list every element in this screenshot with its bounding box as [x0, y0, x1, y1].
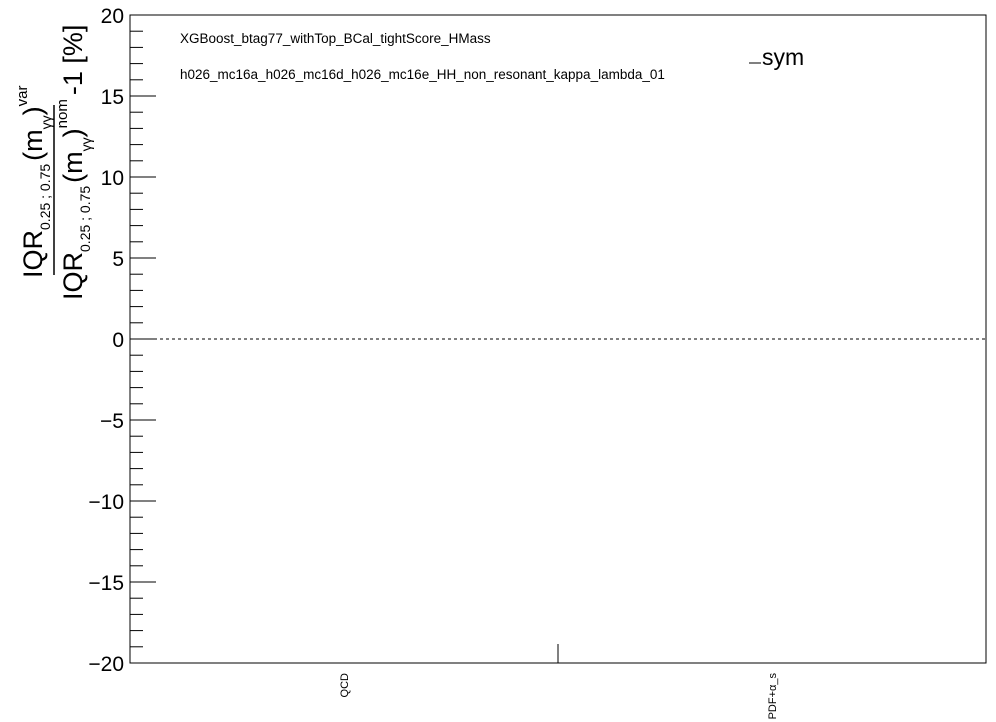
y-title-numerator: IQR0.25 ; 0.75(mγγ)var [14, 85, 54, 278]
y-tick-label: 0 [112, 329, 124, 352]
y-tick-label: 20 [101, 5, 124, 28]
x-category-label: QCD [339, 673, 351, 698]
annotation-line-1: XGBoost_btag77_withTop_BCal_tightScore_H… [180, 31, 491, 46]
x-axis: QCD PDF+α_s [339, 644, 779, 719]
y-tick-label: 5 [112, 248, 124, 271]
y-tick-label: 10 [101, 167, 124, 190]
y-tick-label: −10 [88, 491, 124, 514]
y-tick-label: −5 [100, 410, 124, 433]
legend-label-sym: sym [762, 44, 804, 70]
y-tick-label: −20 [88, 653, 124, 676]
legend: sym [749, 44, 804, 70]
y-tick-label: −15 [88, 572, 124, 595]
y-axis-title: IQR0.25 ; 0.75(mγγ)var IQR0.25 ; 0.75(mγ… [14, 25, 94, 300]
y-axis: 20 15 10 5 0 −5 −10 −15 −20 [88, 5, 156, 676]
y-tick-label: 15 [101, 86, 124, 109]
x-category-label: PDF+α_s [767, 673, 779, 720]
annotation-line-2: h026_mc16a_h026_mc16d_h026_mc16e_HH_non_… [180, 67, 665, 82]
y-title-denominator: IQR0.25 ; 0.75(mγγ)nom-1 [%] [54, 25, 94, 300]
